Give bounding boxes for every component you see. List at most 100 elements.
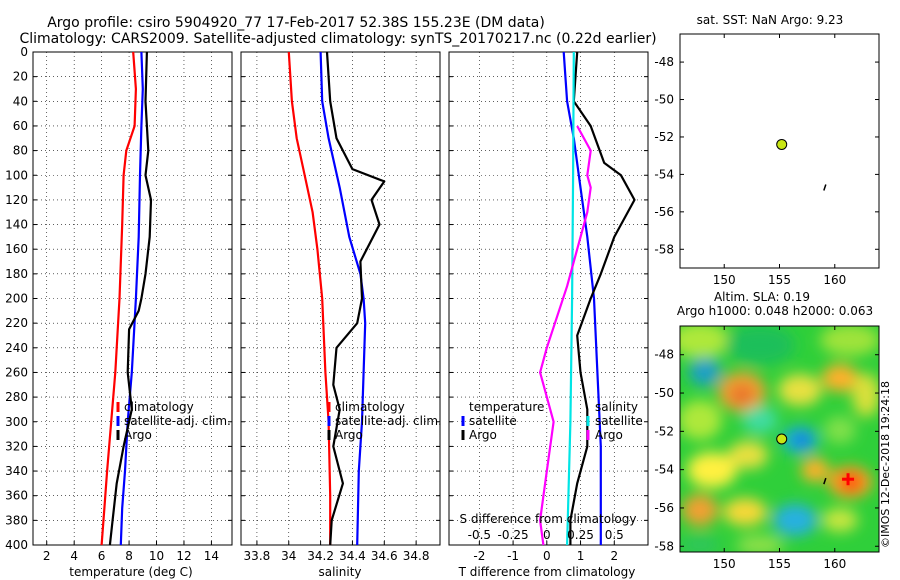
difference-legend: temperature satellite Argo salinity sate… xyxy=(461,400,643,442)
legend-label-satellite: satellite-adj. clim. xyxy=(335,414,442,428)
depth-tick-label: 360 xyxy=(5,489,28,503)
legend-label-climatology: climatology xyxy=(335,400,405,414)
depth-tick-label: 300 xyxy=(5,415,28,429)
x-tick-label: -1 xyxy=(507,549,519,563)
depth-tick-label: 120 xyxy=(5,193,28,207)
legend-label-argo: Argo xyxy=(335,428,363,442)
series-line-salinity-satellite xyxy=(566,51,575,546)
map-x-tick-label: 155 xyxy=(768,273,791,287)
depth-tick-label: 0 xyxy=(20,45,28,59)
depth-tick-label: 200 xyxy=(5,292,28,306)
temperature-panel: 0 20 40 60 80 100 120 140 160 180 200 220 240 260 280 3… xyxy=(5,45,233,579)
map-y-tick-label: -58 xyxy=(654,539,674,553)
salinity-series xyxy=(287,51,386,546)
title-line-2: Climatology: CARS2009. Satellite-adjuste… xyxy=(19,31,656,47)
x-tick-label: 6 xyxy=(98,549,106,563)
x-tick-label: 34 xyxy=(281,549,296,563)
sla-map-ticks: 150 155 160 -48 -50 -52 -54 -56 -58 xyxy=(654,326,879,571)
salinity-panel: 33.8 34 34.2 34.4 34.6 34.8 climatology satel… xyxy=(240,51,442,579)
x-tick-label: 34.2 xyxy=(307,549,334,563)
series-line-argo xyxy=(325,51,386,546)
series-line-temperature-argo xyxy=(569,51,636,545)
difference-grid xyxy=(449,51,648,546)
depth-tick-label: 20 xyxy=(13,70,28,84)
imos-credit: ©IMOS 12-Dec-2018 19:24:18 xyxy=(879,381,892,548)
series-line-climatology xyxy=(100,51,137,546)
sla-map-subtitle: Argo h1000: 0.048 h2000: 0.063 xyxy=(677,304,873,318)
legend-label-satellite: satellite-adj. clim. xyxy=(124,414,231,428)
argo-float-marker xyxy=(776,138,788,150)
s-difference-tick-labels: -0.5 -0.25 0 0.25 0.5 xyxy=(468,528,624,542)
series-line-satellite-adj-clim- xyxy=(119,51,144,546)
depth-tick-label: 340 xyxy=(5,464,28,478)
legend-label-temp-satellite: satellite xyxy=(469,414,517,428)
series-line-salinity-argo xyxy=(539,125,592,546)
sla-heatmap-field xyxy=(680,326,879,552)
x-tick-label: 4 xyxy=(70,549,78,563)
sst-map-marks xyxy=(776,138,827,191)
title-line-1: Argo profile: csiro 5904920_77 17-Feb-20… xyxy=(47,15,545,31)
series-line-temperature-satellite xyxy=(562,51,602,545)
depth-tick-label: 60 xyxy=(13,119,28,133)
sst-map-ticks: 150 155 160 -48 -50 -52 -54 -56 -58 xyxy=(654,34,879,287)
map-y-tick-label: -58 xyxy=(654,242,674,256)
salinity-grid xyxy=(241,51,440,546)
depth-tick-label: 320 xyxy=(5,439,28,453)
depth-tick-labels: 0 20 40 60 80 100 120 140 160 180 200 220 240 260 280 3… xyxy=(5,45,28,552)
series-line-argo xyxy=(108,51,153,546)
difference-series xyxy=(539,51,636,546)
sla-map-title: Altim. SLA: 0.19 xyxy=(714,290,810,304)
temperature-xlabel: temperature (deg C) xyxy=(69,565,192,579)
x-tick-label: 1 xyxy=(577,549,585,563)
depth-tick-label: 400 xyxy=(5,538,28,552)
map-y-tick-label: -56 xyxy=(654,501,674,515)
s-difference-xlabel: S difference from climatology xyxy=(460,512,637,526)
depth-tick-label: 100 xyxy=(5,168,28,182)
legend-label-temperature: temperature xyxy=(469,400,544,414)
map-y-tick-label: -48 xyxy=(654,55,674,69)
map-y-tick-label: -54 xyxy=(654,463,674,477)
trajectory-mark xyxy=(823,184,827,191)
depth-tick-label: 140 xyxy=(5,218,28,232)
legend-label-climatology: climatology xyxy=(124,400,194,414)
x-tick-label: -2 xyxy=(473,549,485,563)
s-difference-tick-label: 0.5 xyxy=(605,528,624,542)
x-tick-label: 0 xyxy=(543,549,551,563)
argo-float-marker xyxy=(776,433,788,445)
x-tick-label: 8 xyxy=(125,549,133,563)
map-y-tick-label: -52 xyxy=(654,424,674,438)
s-difference-tick-label: 0 xyxy=(543,528,551,542)
map-y-tick-label: -54 xyxy=(654,167,674,181)
legend-label-argo: Argo xyxy=(124,428,152,442)
x-tick-label: 10 xyxy=(149,549,164,563)
depth-tick-label: 80 xyxy=(13,144,28,158)
map-y-tick-label: -50 xyxy=(654,386,674,400)
t-difference-xlabel: T difference from climatology xyxy=(458,565,636,579)
map-x-tick-label: 160 xyxy=(823,273,846,287)
difference-panel: -2 -1 0 1 2 temperature satellite Argo salin… xyxy=(448,51,649,579)
depth-tick-label: 380 xyxy=(5,513,28,527)
x-tick-label: 34.6 xyxy=(371,549,398,563)
temperature-tick-labels: 2 4 6 8 10 12 14 xyxy=(43,549,219,563)
salinity-xlabel: salinity xyxy=(318,565,361,579)
depth-tick-label: 280 xyxy=(5,390,28,404)
s-difference-tick-label: -0.5 xyxy=(468,528,491,542)
map-x-tick-label: 150 xyxy=(713,557,736,571)
sst-map-frame xyxy=(679,33,880,269)
temperature-series xyxy=(100,51,153,546)
map-x-tick-label: 150 xyxy=(713,273,736,287)
legend-label-sal-argo: Argo xyxy=(595,428,623,442)
salinity-legend: climatology satellite-adj. clim. Argo xyxy=(327,400,442,442)
sla-map-panel: Altim. SLA: 0.19 Argo h1000: 0.048 h2000… xyxy=(654,290,892,571)
s-difference-tick-label: -0.25 xyxy=(498,528,529,542)
series-line-climatology xyxy=(287,51,332,545)
map-x-tick-label: 155 xyxy=(768,557,791,571)
map-y-tick-label: -52 xyxy=(654,130,674,144)
depth-tick-label: 240 xyxy=(5,341,28,355)
x-tick-label: 2 xyxy=(43,549,51,563)
depth-tick-label: 220 xyxy=(5,316,28,330)
temperature-grid xyxy=(33,51,232,546)
x-tick-label: 14 xyxy=(204,549,219,563)
